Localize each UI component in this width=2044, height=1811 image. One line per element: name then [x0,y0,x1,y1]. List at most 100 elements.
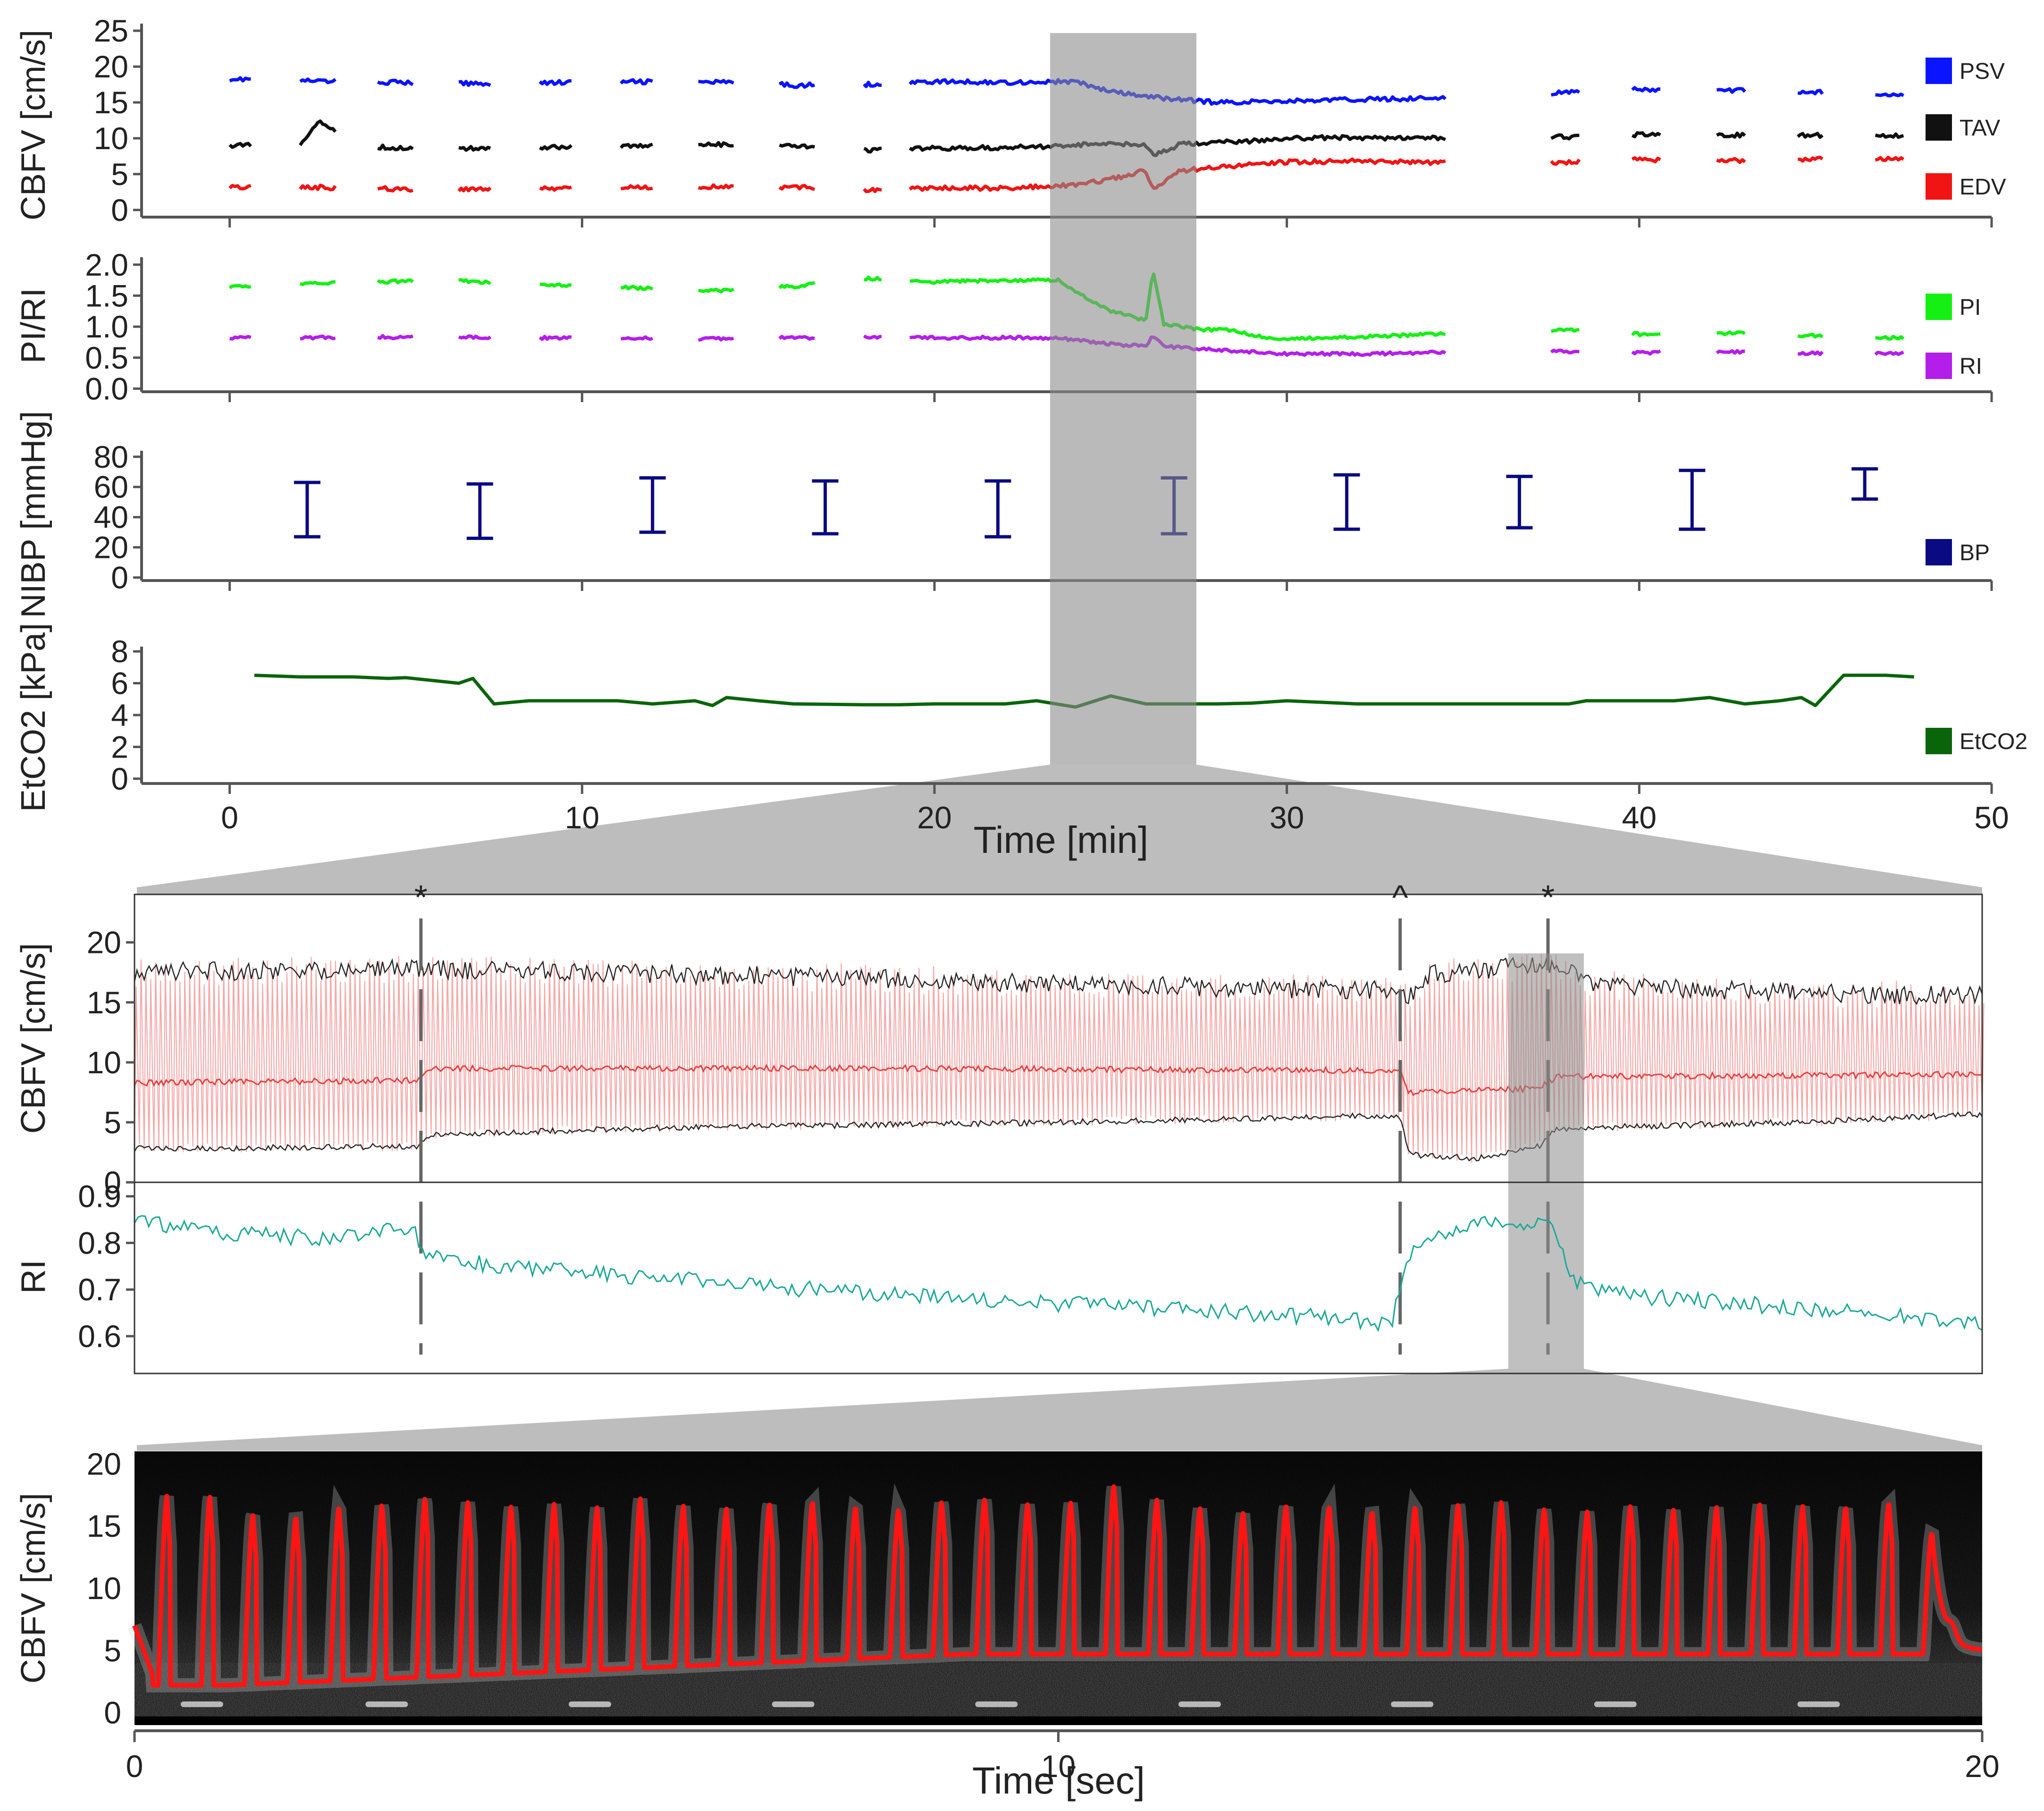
series-ri-segment [1798,350,1824,356]
bp-errorbar [1679,469,1706,531]
series-pi-segment [1875,335,1905,341]
y-tick-label: 5 [104,1633,121,1668]
cbfv-zoom-panel: 0 5 10 15 20 CBFV [cm/s] * ^ * [15,879,1985,1369]
y-tick-label: 0.0 [85,371,128,406]
y-tick-label: 20 [94,49,128,84]
bp-errorbar [466,482,493,540]
series-pi-segment [228,284,251,289]
x-tick-label: 20 [917,800,951,835]
y-tick-label: 25 [94,13,128,48]
cbfv-trace [132,1484,1984,1688]
x-tick-label: 50 [1974,800,2009,835]
y-tick-label: 15 [87,985,121,1020]
y-tick-label: 80 [94,439,128,474]
series-pi-segment [1631,331,1661,337]
x-tick-label: 10 [565,800,599,835]
x-tick-label: 30 [1270,800,1304,835]
baseline-speckle [772,1701,815,1707]
series-ri-segment [620,335,654,341]
series-tav-segment [1716,131,1746,139]
y-tick-label: 15 [94,85,128,120]
baseline-speckle [1594,1701,1637,1707]
baseline-speckle [180,1701,223,1707]
legend-label-bp: BP [1960,540,1990,565]
series-ri-segment [1550,348,1580,354]
y-tick-label: 10 [94,121,128,156]
series-edv-segment [539,185,572,192]
series-edv-segment [698,183,734,190]
zoom-connector-bottom [137,1369,1982,1451]
y-tick-label: 60 [94,470,128,505]
series-tav-segment [539,143,573,151]
y-tick-label: 15 [87,1508,121,1543]
series-pi-segment [698,287,735,294]
series-edv-segment [377,185,413,193]
baseline-speckle [1797,1701,1840,1707]
y-tick-label: 0.5 [85,340,128,375]
series-psv-segment [1716,87,1746,94]
series-psv-segment [299,77,336,84]
y-tick-label: 0 [104,1165,121,1200]
spectrum-shade [135,1451,1982,1663]
series-tav-segment [1797,132,1824,139]
y-tick-label: 20 [87,1446,121,1481]
y-tick-label: 10 [87,1571,121,1606]
series-edv-segment [1875,155,1904,162]
x-tick-label: 20 [1965,1749,1999,1784]
series-ri-segment [698,336,734,342]
event-marker-symbol: ^ [1392,879,1408,917]
series-psv-segment [698,78,734,85]
series-ri-segment [458,334,492,340]
lower-envelope [134,1111,1983,1162]
x-tick-label: 0 [221,800,238,835]
series-psv-segment [458,80,491,87]
y-tick-label: 40 [94,500,128,535]
series-tav-segment [1632,131,1661,138]
legend-swatch-edv [1926,173,1952,200]
series-pi-segment [778,281,816,290]
series-tav-segment [228,142,252,149]
series-psv-segment [620,78,653,85]
baseline-speckle [569,1701,612,1707]
series-pi-segment [1550,327,1580,333]
series-edv-segment [863,186,882,194]
series-ri-segment [778,335,815,341]
bp-errorbar [1333,473,1360,531]
series-pi-segment [299,280,336,286]
y-axis-label: RI [15,1260,52,1294]
ri-line [134,1215,1983,1332]
series-ri-segment [1631,349,1661,356]
y-tick-label: 0 [104,1695,121,1730]
y-axis-label: NIBP [mmHg] [15,411,52,618]
y-tick-label: 0.6 [78,1319,121,1354]
series-edv-segment [299,184,337,192]
series-edv-segment [1716,157,1746,164]
series-edv-segment [1798,155,1824,163]
series-ri-segment [377,334,414,340]
ri-zoom-panel: 0.6 0.7 0.8 0.9 RI [15,1179,1983,1374]
series-tav-segment [299,119,337,146]
series-tav-segment [458,145,491,152]
y-axis-label: EtCO2 [kPa] [15,623,52,812]
y-tick-label: 0.9 [78,1179,121,1214]
series-pi-segment [377,278,414,285]
baseline-speckle [1178,1701,1221,1707]
highlight-band-minutes [1050,33,1196,765]
zoom-connector-top [137,765,1982,895]
y-tick-label: 6 [111,666,128,701]
bp-errorbar [812,479,839,536]
legend-swatch-etco2 [1926,728,1952,754]
y-tick-label: 1.0 [85,309,128,344]
series-ri-segment [538,335,572,341]
series-psv-segment [1550,89,1581,97]
series-edv-segment [1631,156,1661,164]
y-axis-label: CBFV [cm/s] [15,1493,52,1684]
series-pi-segment [458,278,492,286]
series-pi-segment [539,282,572,288]
baseline-speckle [975,1701,1018,1707]
baseline-speckle [365,1701,408,1707]
y-axis-label: CBFV [cm/s] [15,30,52,220]
